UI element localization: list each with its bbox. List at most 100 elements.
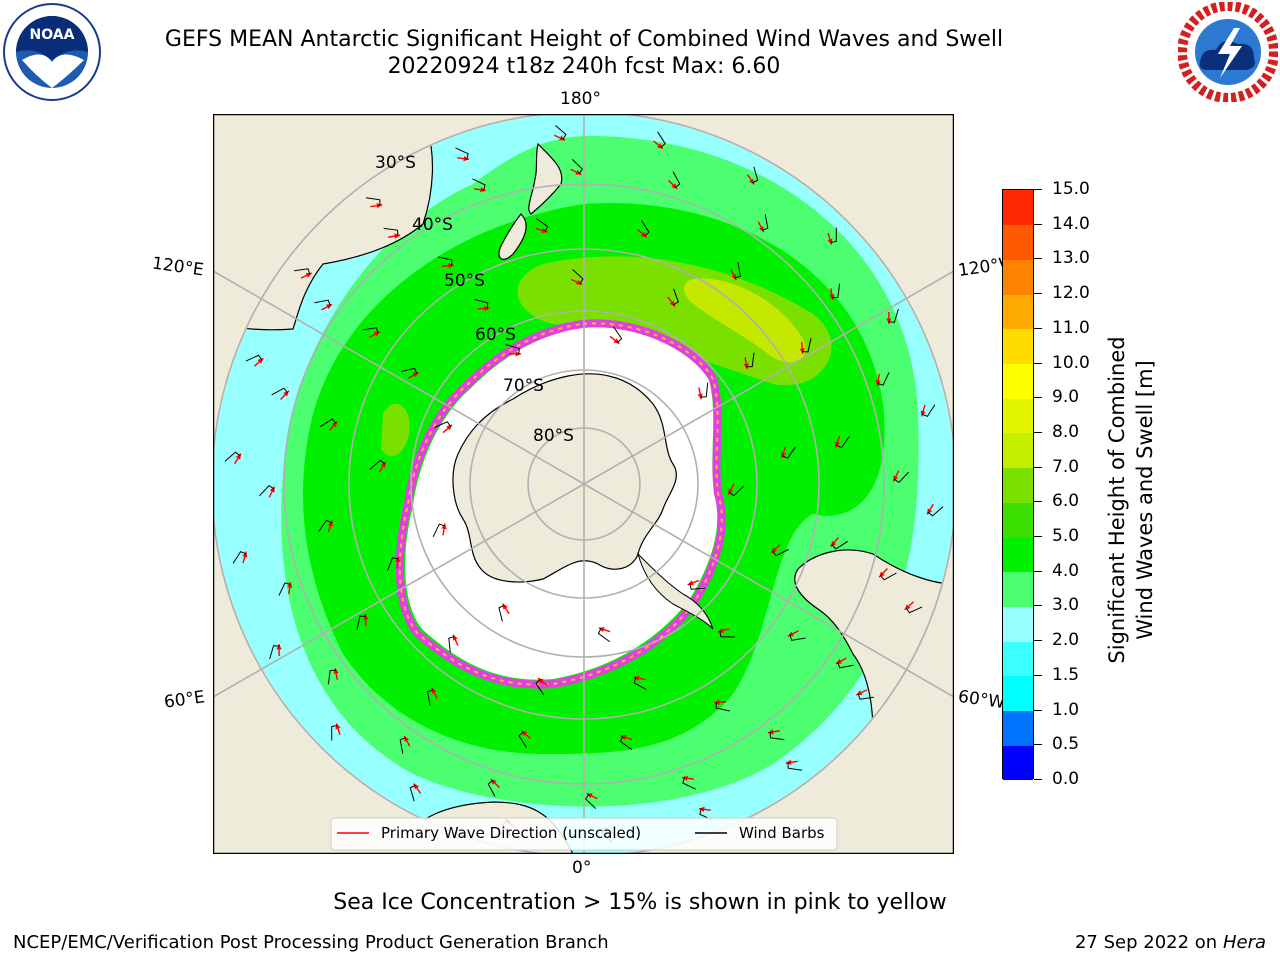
colorbar-tick-label: 10.0 xyxy=(1052,352,1090,373)
colorbar-tick xyxy=(1034,223,1042,225)
wind-barb xyxy=(356,615,367,630)
colorbar-tick xyxy=(1034,431,1042,433)
chart-subtitle: 20220924 t18z 240h fcst Max: 6.60 xyxy=(387,54,781,79)
wind-barb xyxy=(752,166,759,184)
wind-barb xyxy=(781,446,796,459)
colorbar-segment xyxy=(1003,259,1033,295)
colorbar-tick xyxy=(1034,501,1042,503)
colorbar-segment xyxy=(1003,190,1033,226)
colorbar-tick-label: 15.0 xyxy=(1052,179,1090,199)
wind-barb xyxy=(746,352,755,368)
colorbar-segment xyxy=(1003,432,1033,469)
antarctica-land xyxy=(452,373,677,583)
map-legend: Primary Wave Direction (unscaled) Wind B… xyxy=(330,817,838,851)
colorbar-tick xyxy=(1034,605,1042,607)
wind-barb xyxy=(597,627,611,643)
colorbar-tick-label: 11.0 xyxy=(1052,317,1090,338)
wind-barb xyxy=(472,178,486,191)
colorbar-tick xyxy=(1034,258,1042,260)
wind-barb xyxy=(535,218,549,233)
wave-arrow-head xyxy=(785,759,792,765)
wave-arrow-head xyxy=(441,523,447,530)
colorbar-tick-label: 5.0 xyxy=(1052,526,1080,547)
legend-wind-barbs: Wind Barbs xyxy=(739,824,825,842)
wind-barb xyxy=(877,372,890,386)
lat-label-70s: 70°S xyxy=(503,376,544,396)
colorbar-segment xyxy=(1003,537,1033,573)
wave-arrow-head xyxy=(452,634,458,641)
footer-machine: Hera xyxy=(1222,932,1266,953)
wind-barb xyxy=(318,519,333,533)
wind-barb xyxy=(672,288,679,306)
wind-barb xyxy=(487,779,496,797)
wave-arrow-head xyxy=(541,228,548,233)
wind-barb xyxy=(830,227,837,243)
wind-barb xyxy=(259,484,275,497)
colorbar-segment xyxy=(1003,398,1033,434)
wave-arrow-head xyxy=(395,556,401,563)
wind-barb xyxy=(905,606,923,614)
wind-barb xyxy=(278,582,291,596)
wave-arrow-head xyxy=(333,667,339,674)
chart-title: GEFS MEAN Antarctic Significant Height o… xyxy=(164,27,1004,52)
wave-arrow-head xyxy=(743,363,749,370)
wave-band-5to6 xyxy=(517,256,832,386)
wind-barb xyxy=(700,382,709,398)
colorbar-tick xyxy=(1034,709,1042,711)
wave-arrow-head xyxy=(463,156,470,162)
wind-barb xyxy=(387,557,399,571)
wind-barb xyxy=(893,471,909,484)
wind-barb xyxy=(835,435,850,449)
wind-barb xyxy=(772,548,789,557)
wind-barb xyxy=(245,354,263,362)
colorbar-tick-label: 1.5 xyxy=(1052,664,1080,685)
wind-barb xyxy=(769,731,785,741)
colorbar-tick xyxy=(1034,779,1042,780)
wave-arrow-head xyxy=(875,380,881,386)
colorbar xyxy=(1002,189,1034,781)
wind-barb xyxy=(331,725,338,741)
wind-barb xyxy=(271,387,289,396)
wind-barb xyxy=(682,777,696,790)
new-zealand-land xyxy=(528,142,563,215)
wind-barb xyxy=(801,338,812,353)
lat-label-50s: 50°S xyxy=(444,271,485,291)
wave-band-6to7 xyxy=(683,278,806,363)
wave-arrow-head xyxy=(920,410,926,417)
lat-label-60s: 60°S xyxy=(475,325,516,345)
lon-label-60e: 60°E xyxy=(162,687,207,713)
colorbar-tick-label: 8.0 xyxy=(1052,421,1080,442)
colorbar-tick-label: 4.0 xyxy=(1052,560,1080,581)
colorbar-segment xyxy=(1003,224,1033,260)
colorbar-tick-label: 14.0 xyxy=(1052,213,1090,234)
colorbar-segment xyxy=(1003,328,1033,365)
colorbar-label-line1: Significant Height of Combined xyxy=(1105,336,1129,663)
wind-barb xyxy=(224,451,241,462)
wave-arrow-head xyxy=(633,675,640,681)
wind-barb xyxy=(572,269,584,285)
wind-barb xyxy=(879,572,897,581)
wind-barb xyxy=(734,262,741,279)
footer-organization: NCEP/EMC/Verification Post Processing Pr… xyxy=(13,932,609,953)
colorbar-segment xyxy=(1003,606,1033,642)
longitude-lines xyxy=(213,114,954,854)
colorbar-tick-label: 0.5 xyxy=(1052,734,1080,755)
lon-label-180: 180° xyxy=(560,89,601,109)
wind-barb xyxy=(269,645,280,660)
lat-label-80s: 80°S xyxy=(533,426,574,446)
wave-arrow-head xyxy=(829,294,835,301)
wind-barb xyxy=(657,131,666,148)
wave-arrow-head xyxy=(717,628,724,634)
noaa-logo: NOAA xyxy=(3,3,101,101)
footer-date: 27 Sep 2022 on Hera xyxy=(1075,932,1266,953)
wind-barb xyxy=(888,308,899,323)
wave-arrow-head xyxy=(376,203,383,209)
colorbar-tick xyxy=(1034,397,1042,399)
lon-label-60w: 60°W xyxy=(956,686,1007,714)
wind-barb xyxy=(689,583,706,590)
colorbar-tick-label: 9.0 xyxy=(1052,387,1080,408)
lon-label-0: 0° xyxy=(572,858,592,878)
colorbar-tick xyxy=(1034,466,1042,468)
colorbar-segment xyxy=(1003,745,1033,781)
wind-barb xyxy=(432,523,446,538)
